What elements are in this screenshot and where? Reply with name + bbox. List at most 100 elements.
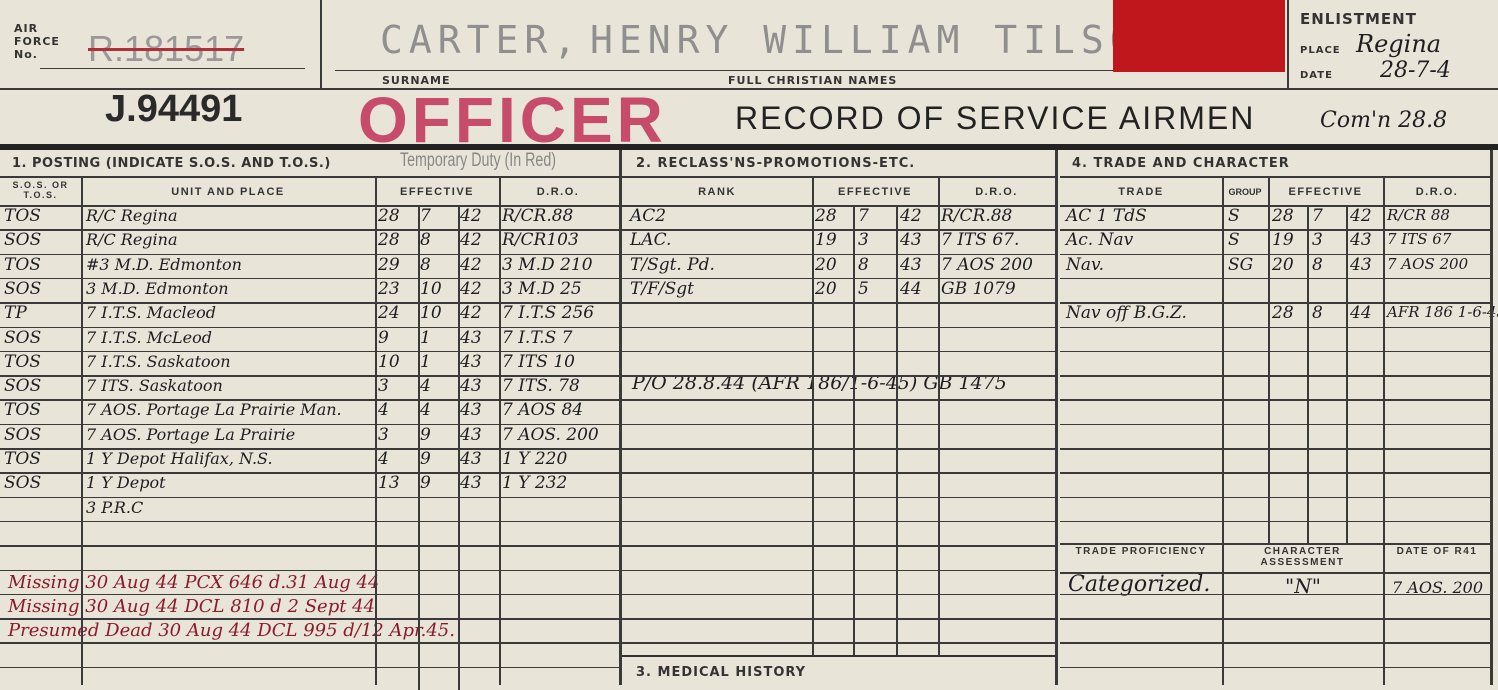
divider — [622, 229, 1055, 231]
effective-day-cell: 28 — [378, 206, 400, 226]
dro-cell: 7 ITS. 78 — [502, 376, 580, 397]
col-header-effective: EFFECTIVE — [1288, 186, 1363, 198]
divider — [1060, 176, 1490, 178]
divider — [1060, 543, 1490, 545]
effective-year-cell: 43 — [460, 473, 482, 494]
enlistment-place: Regina — [1356, 30, 1442, 58]
dro-cell: R/CR 88 — [1387, 206, 1450, 224]
dro-cell: 7 I.T.S 7 — [502, 327, 573, 348]
divider — [1060, 253, 1490, 256]
effective-month-cell: 4 — [420, 400, 431, 421]
divider — [622, 618, 1055, 620]
unit-place-cell: 1 Y Depot — [86, 473, 166, 493]
effective-year-cell: 44 — [900, 278, 922, 299]
divider — [1060, 666, 1490, 669]
divider — [1307, 205, 1309, 543]
col-header-dro: D.R.O. — [536, 186, 580, 198]
divider — [1060, 205, 1490, 207]
divider — [335, 70, 1115, 71]
effective-day-cell: 20 — [1272, 254, 1294, 275]
effective-month-cell: 1 — [420, 351, 431, 372]
divider — [0, 375, 619, 377]
sos-tos-cell: TOS — [4, 206, 41, 226]
sos-tos-cell: TP — [4, 303, 27, 324]
divider — [622, 375, 1055, 377]
effective-year-cell: 42 — [460, 230, 482, 251]
divider — [1060, 496, 1490, 499]
divider — [0, 593, 619, 596]
sos-tos-cell: SOS — [4, 230, 42, 251]
effective-month-cell: 9 — [420, 473, 431, 494]
group-cell: SG — [1228, 254, 1254, 275]
divider — [40, 68, 305, 69]
remark-red: Missing 30 Aug 44 DCL 810 d 2 Sept 44 — [8, 595, 376, 617]
effective-month-cell: 8 — [1312, 254, 1323, 275]
unit-place-cell: R/C Regina — [86, 230, 178, 250]
effective-day-cell: 28 — [815, 206, 837, 226]
col-header-effective: EFFECTIVE — [399, 186, 474, 198]
col-header-dro: D.R.O. — [975, 186, 1018, 198]
group-cell: S — [1228, 230, 1240, 251]
divider — [0, 277, 619, 280]
divider — [0, 496, 619, 499]
trade-title: 4. TRADE AND CHARACTER — [1072, 156, 1290, 171]
divider — [1383, 176, 1385, 685]
effective-year-cell: 43 — [460, 424, 482, 445]
divider — [1060, 350, 1490, 353]
divider — [0, 144, 1498, 150]
divider — [1060, 520, 1490, 523]
dro-cell: R/CR103 — [502, 230, 579, 251]
divider — [375, 176, 377, 685]
divider — [1060, 472, 1490, 474]
divider — [622, 520, 1055, 523]
record-title: RECORD OF SERVICE AIRMEN — [735, 100, 1256, 136]
rank-cell: LAC. — [630, 230, 672, 251]
divider — [0, 88, 1498, 90]
divider — [0, 229, 619, 231]
divider — [622, 472, 1055, 474]
dro-cell: 3 M.D 25 — [502, 278, 582, 299]
divider — [0, 569, 619, 571]
effective-year-cell: 44 — [1350, 303, 1372, 324]
effective-month-cell: 10 — [420, 278, 442, 299]
effective-year-cell: 43 — [460, 400, 482, 421]
divider — [499, 176, 501, 685]
divider — [1060, 277, 1490, 280]
divider — [1060, 399, 1490, 401]
divider — [1060, 593, 1490, 596]
divider — [622, 423, 1055, 426]
divider — [622, 496, 1055, 499]
unit-place-cell: #3 M.D. Edmonton — [86, 254, 242, 274]
unit-place-cell: 7 I.T.S. McLeod — [86, 327, 212, 347]
date-of-r41: 7 AOS. 200 — [1392, 578, 1484, 597]
col-header-sos-tos: S.O.S. OR T.O.S. — [12, 180, 69, 200]
effective-year-cell: 43 — [460, 327, 482, 348]
divider — [622, 176, 1055, 178]
medical-section: 3. MEDICAL HISTORY — [622, 655, 1055, 685]
col-header-date-r41: DATE OF R41 — [1396, 546, 1478, 557]
sos-tos-cell: SOS — [4, 424, 42, 445]
divider — [1222, 543, 1224, 685]
red-tab — [1113, 0, 1285, 72]
date-label: DATE — [1300, 70, 1333, 81]
sos-tos-cell: SOS — [4, 473, 42, 494]
trade-cell: AC 1 TdS — [1066, 206, 1147, 226]
divider — [1060, 642, 1490, 644]
effective-month-cell: 3 — [858, 230, 869, 251]
divider — [1060, 326, 1490, 328]
surname: CARTER, — [380, 18, 583, 62]
dro-cell: 7 AOS 200 — [1387, 254, 1469, 273]
divider — [1287, 0, 1289, 88]
sos-tos-cell: TOS — [4, 400, 41, 421]
divider — [81, 176, 83, 685]
effective-day-cell: 20 — [815, 278, 837, 299]
divider — [622, 448, 1055, 450]
effective-month-cell: 5 — [858, 278, 869, 299]
remark-red: Presumed Dead 30 Aug 44 DCL 995 d/12 Apr… — [8, 620, 455, 642]
effective-year-cell: 43 — [900, 230, 922, 251]
unit-place-cell: 1 Y Depot Halifax, N.S. — [86, 449, 273, 468]
christian-names: HENRY WILLIAM TILSON — [590, 18, 1168, 62]
divider — [0, 545, 619, 547]
officer-number: J.94491 — [105, 88, 243, 130]
promotions-title: 2. RECLASS'NS-PROMOTIONS-ETC. — [636, 156, 916, 171]
